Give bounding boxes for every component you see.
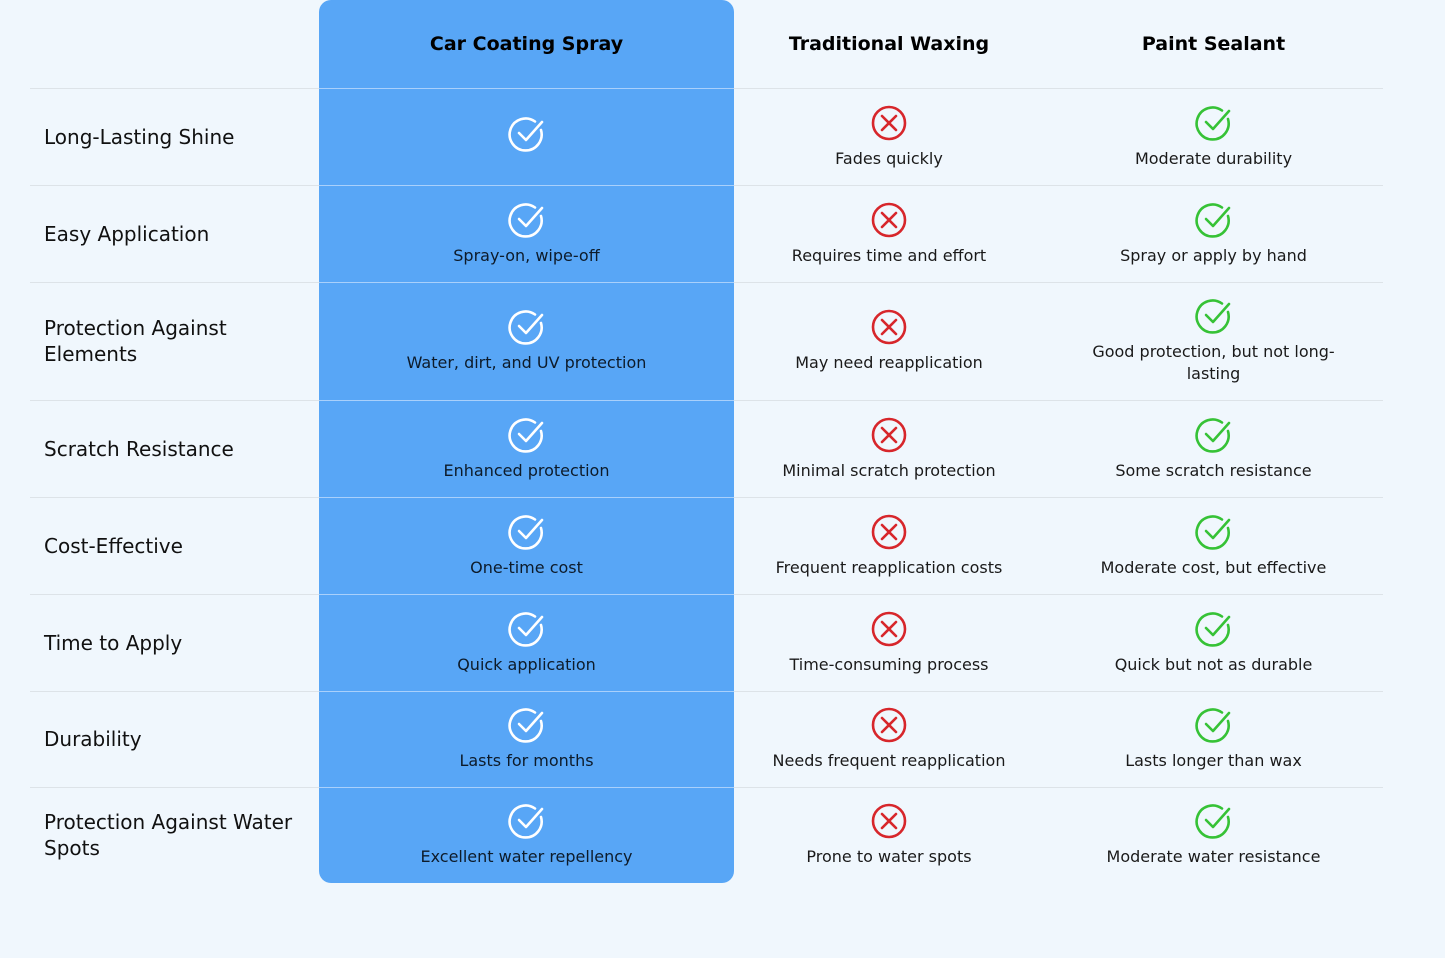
- cell-note: Some scratch resistance: [1115, 460, 1312, 480]
- cross-icon: [871, 707, 907, 743]
- cell: Quick application: [319, 594, 734, 691]
- cell: One-time cost: [319, 497, 734, 594]
- highlight-separator: [319, 185, 734, 186]
- highlight-separator: [319, 691, 734, 692]
- cell: Requires time and effort: [734, 185, 1044, 282]
- feature-label: Cost-Effective: [44, 533, 183, 558]
- cell: Needs frequent reapplication: [734, 691, 1044, 787]
- check-icon: [1194, 105, 1230, 141]
- cell-note: Water, dirt, and UV protection: [406, 353, 647, 372]
- check-icon: [507, 611, 543, 647]
- cell-note: Frequent reapplication costs: [775, 557, 1003, 577]
- cell: Quick but not as durable: [1044, 594, 1383, 691]
- cross-icon: [871, 105, 907, 140]
- cell: Moderate cost, but effective: [1044, 497, 1383, 594]
- cell-note: Requires time and effort: [791, 245, 987, 265]
- column-header: Car Coating Spray: [429, 33, 624, 55]
- check-icon: [507, 202, 543, 238]
- cell-note: Moderate water resistance: [1106, 847, 1321, 866]
- cell-note: Prone to water spots: [806, 847, 972, 866]
- cell-note: Needs frequent reapplication: [772, 751, 1006, 770]
- cross-icon: [871, 202, 907, 237]
- cell-note: Lasts longer than wax: [1125, 751, 1302, 770]
- cell-note: Enhanced protection: [443, 460, 610, 480]
- check-icon: [507, 514, 543, 550]
- column-header: Traditional Waxing: [788, 33, 990, 55]
- cell-note: Quick but not as durable: [1114, 654, 1313, 674]
- feature-label: Durability: [44, 727, 142, 751]
- cell: Lasts for months: [319, 691, 734, 787]
- cell-note: One-time cost: [470, 557, 583, 577]
- feature-label: Protection Against Water Spots: [44, 810, 293, 860]
- feature-label: Scratch Resistance: [44, 436, 234, 461]
- cell: Good protection, but not long-lasting: [1044, 282, 1383, 400]
- cell-note: Good protection, but not long-lasting: [1092, 342, 1335, 383]
- cell: Minimal scratch protection: [734, 400, 1044, 497]
- feature-label: Easy Application: [44, 221, 210, 246]
- cell-note: Moderate durability: [1134, 148, 1293, 168]
- check-icon: [1194, 417, 1230, 453]
- cell-note: May need reapplication: [795, 353, 983, 372]
- check-icon: [1194, 611, 1230, 647]
- check-icon: [1194, 299, 1230, 334]
- cross-icon: [871, 514, 907, 549]
- cell: Lasts longer than wax: [1044, 691, 1383, 787]
- check-icon: [507, 804, 543, 839]
- check-icon: [1194, 514, 1230, 550]
- cell-note: Quick application: [457, 654, 596, 674]
- cell-note: Spray or apply by hand: [1120, 245, 1307, 265]
- check-icon: [1194, 708, 1230, 743]
- check-icon: [1194, 202, 1230, 238]
- cell: Time-consuming process: [734, 594, 1044, 691]
- check-icon: [507, 708, 543, 743]
- cell-note: Lasts for months: [459, 751, 594, 770]
- cell: [319, 88, 734, 185]
- highlight-separator: [319, 594, 734, 595]
- cross-icon: [871, 309, 907, 345]
- check-icon: [507, 417, 543, 453]
- check-icon: [1194, 804, 1230, 839]
- cell: Enhanced protection: [319, 400, 734, 497]
- cell-note: Moderate cost, but effective: [1100, 557, 1327, 577]
- check-icon: [507, 310, 543, 345]
- cell: Prone to water spots: [734, 787, 1044, 883]
- highlight-separator: [319, 787, 734, 788]
- cell: Spray-on, wipe-off: [319, 185, 734, 282]
- feature-label: Time to Apply: [44, 630, 183, 655]
- cell: Moderate water resistance: [1044, 787, 1383, 883]
- cross-icon: [871, 417, 907, 452]
- cross-icon: [871, 803, 907, 839]
- cell: Spray or apply by hand: [1044, 185, 1383, 282]
- cell-note: Spray-on, wipe-off: [453, 245, 600, 265]
- cell: May need reapplication: [734, 282, 1044, 400]
- cross-icon: [871, 611, 907, 646]
- feature-label: Protection Against Elements: [44, 316, 227, 366]
- column-header: Paint Sealant: [1141, 33, 1286, 55]
- highlight-separator: [319, 88, 734, 89]
- cell-note: Time-consuming process: [789, 654, 989, 674]
- cell-note: Excellent water repellency: [420, 847, 633, 866]
- cell-note: Minimal scratch protection: [782, 460, 996, 480]
- highlight-separator: [319, 400, 734, 401]
- check-icon: [507, 116, 543, 152]
- cell-note: Fades quickly: [835, 148, 943, 168]
- highlight-separator: [319, 497, 734, 498]
- feature-label: Long-Lasting Shine: [44, 124, 235, 149]
- cell: Frequent reapplication costs: [734, 497, 1044, 594]
- cell: Fades quickly: [734, 88, 1044, 185]
- cell: Excellent water repellency: [319, 787, 734, 883]
- cell: Moderate durability: [1044, 88, 1383, 185]
- cell: Some scratch resistance: [1044, 400, 1383, 497]
- highlight-column: [319, 0, 734, 883]
- cell: Water, dirt, and UV protection: [319, 282, 734, 400]
- highlight-separator: [319, 282, 734, 283]
